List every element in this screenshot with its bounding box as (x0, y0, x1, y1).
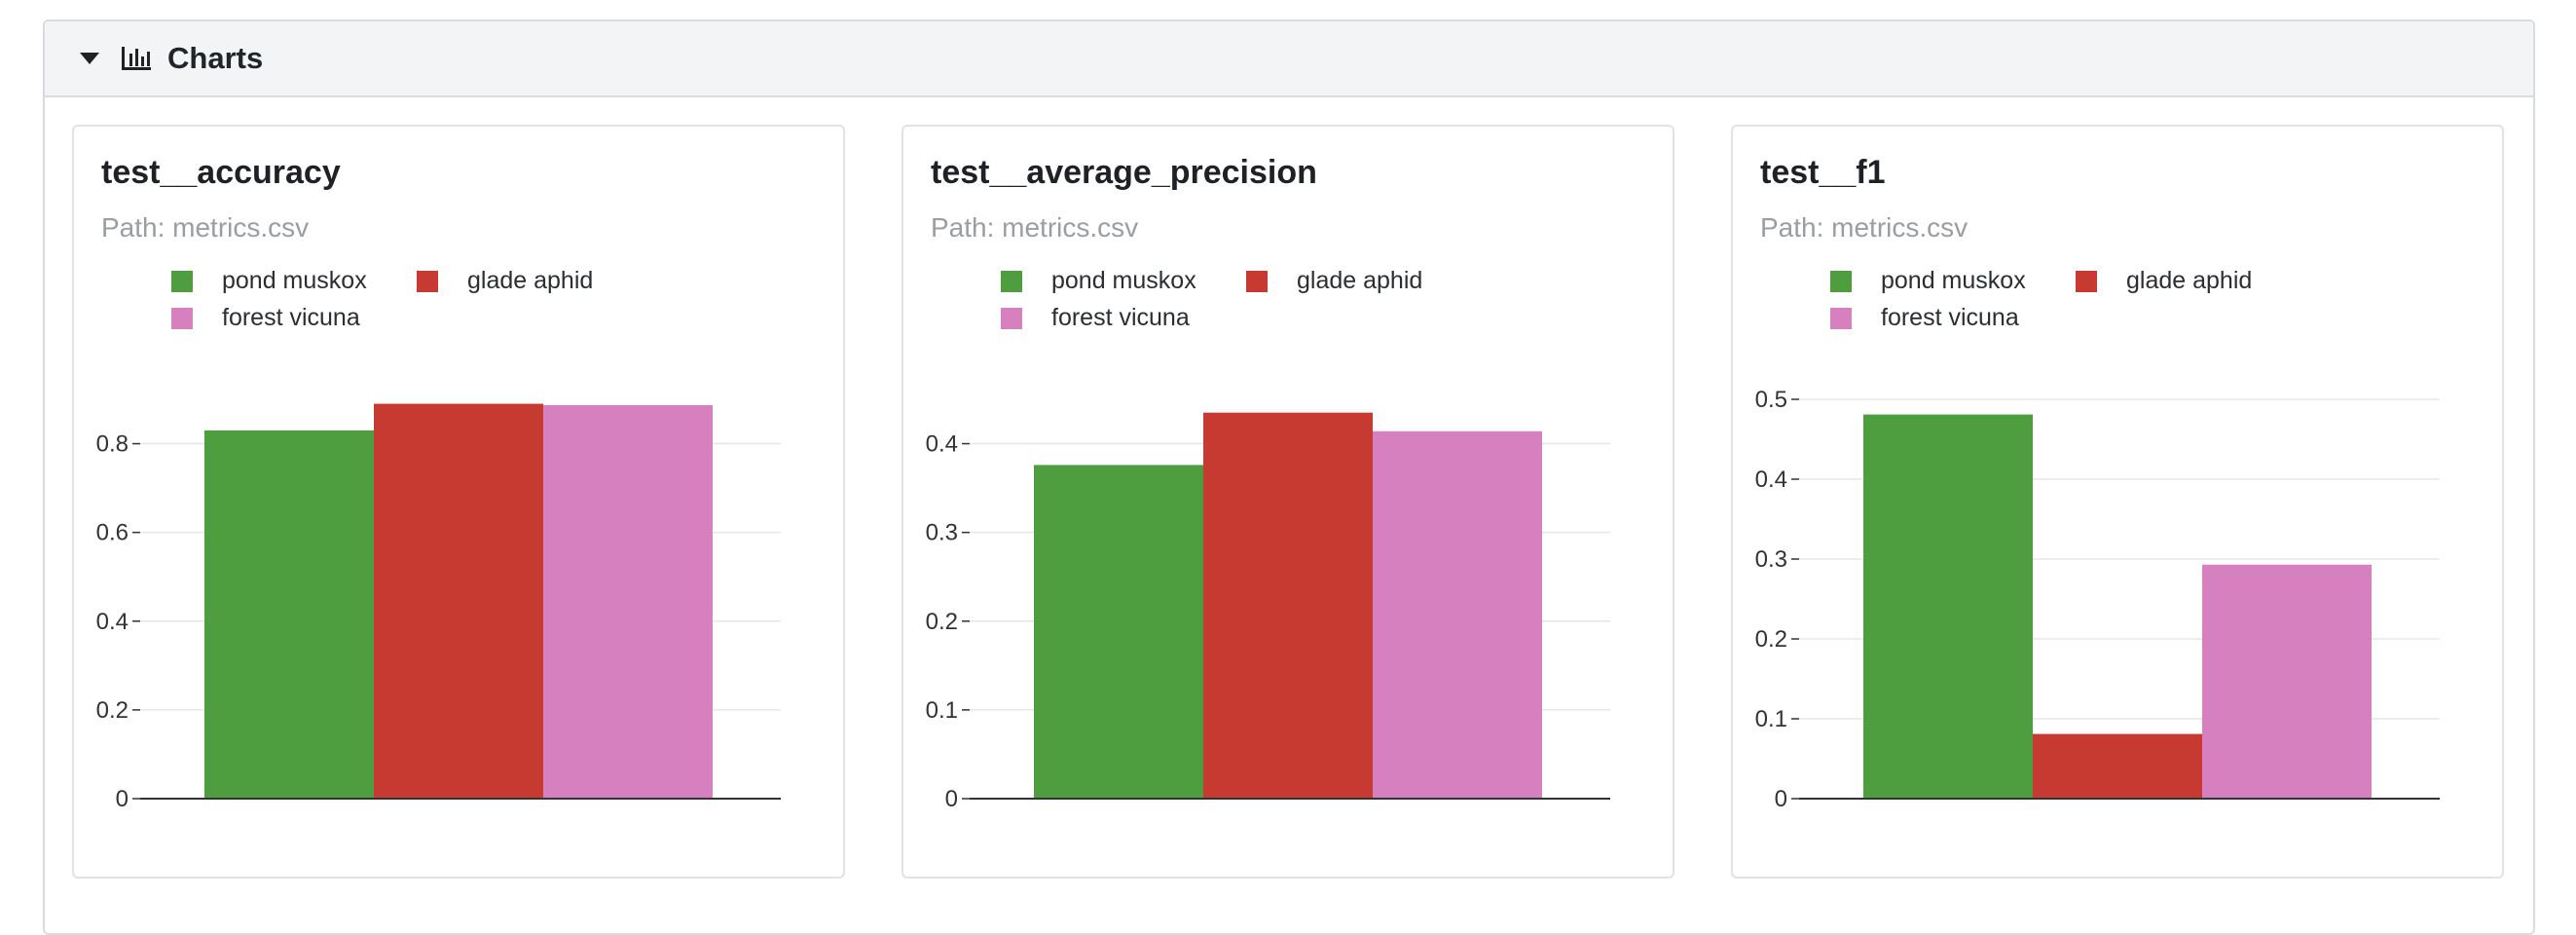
y-tick-label: 0 (945, 786, 958, 812)
legend-swatch (171, 307, 193, 329)
y-tick-label: 0.5 (1755, 387, 1787, 413)
bar-forest-vicuna[interactable] (543, 404, 713, 799)
chart-card-test-f1: test__f1 Path: metrics.csv pond muskox g… (1731, 125, 2504, 879)
legend-item-forest-vicuna[interactable]: forest vicuna (1830, 304, 2019, 332)
y-tick-label: 0 (116, 786, 129, 812)
legend-label: pond muskox (1881, 267, 2026, 294)
legend-label: glade aphid (467, 267, 594, 294)
bar-chart-plot: 0 0.2 0.4 0.6 0.8 (96, 403, 781, 812)
y-tick-label: 0.4 (926, 431, 958, 458)
legend-swatch (1830, 307, 1852, 329)
y-tick-label: 0.2 (1755, 626, 1787, 653)
legend-label: glade aphid (1297, 267, 1423, 294)
y-tick-label: 0.8 (96, 431, 129, 458)
legend-label: pond muskox (1051, 267, 1196, 294)
legend-label: glade aphid (2126, 267, 2253, 294)
y-tick-label: 0.4 (1755, 467, 1787, 493)
y-tick-label: 0 (1775, 786, 1787, 812)
y-tick-label: 0.1 (1755, 706, 1787, 732)
legend-swatch (1246, 270, 1268, 292)
y-tick-label: 0.1 (926, 697, 958, 724)
y-tick-label: 0.6 (96, 520, 129, 546)
bar-chart-plot: 0 0.1 0.2 0.3 0.4 0.5 (1755, 387, 2440, 812)
chart-title: test__accuracy (101, 154, 341, 191)
legend-label: forest vicuna (1881, 304, 2019, 331)
y-tick-label: 0.3 (926, 520, 958, 546)
bar-glade-aphid[interactable] (2033, 733, 2202, 799)
y-tick-label: 0.2 (96, 697, 129, 724)
legend-swatch (417, 270, 438, 292)
legend-item-pond-muskox[interactable]: pond muskox (1001, 267, 1196, 295)
bar-pond-muskox[interactable] (1034, 465, 1203, 799)
chart-card-test-average-precision: test__average_precision Path: metrics.cs… (902, 125, 1674, 879)
legend-swatch (1001, 307, 1022, 329)
bar-pond-muskox[interactable] (204, 430, 374, 799)
legend-swatch (2076, 270, 2097, 292)
legend-swatch (171, 270, 193, 292)
chart-title: test__average_precision (931, 154, 1317, 191)
legend-item-forest-vicuna[interactable]: forest vicuna (1001, 304, 1190, 332)
legend-label: forest vicuna (222, 304, 360, 331)
legend-swatch (1830, 270, 1852, 292)
charts-panel-header[interactable]: Charts (45, 21, 2533, 97)
bar-forest-vicuna[interactable] (1373, 430, 1542, 799)
bar-glade-aphid[interactable] (1203, 412, 1373, 799)
chart-title: test__f1 (1760, 154, 1886, 191)
legend-item-pond-muskox[interactable]: pond muskox (171, 267, 367, 295)
bar-forest-vicuna[interactable] (2202, 564, 2372, 799)
legend-label: forest vicuna (1051, 304, 1190, 331)
chart-path: Path: metrics.csv (931, 212, 1139, 243)
bar-chart-plot: 0 0.1 0.2 0.3 0.4 (926, 412, 1610, 812)
y-tick-label: 0.3 (1755, 546, 1787, 573)
bar-chart-icon (122, 47, 151, 70)
legend-item-forest-vicuna[interactable]: forest vicuna (171, 304, 360, 332)
legend-item-glade-aphid[interactable]: glade aphid (2076, 267, 2252, 295)
chart-path: Path: metrics.csv (101, 212, 310, 243)
bar-pond-muskox[interactable] (1863, 414, 2033, 799)
legend-item-glade-aphid[interactable]: glade aphid (1246, 267, 1422, 295)
chart-card-test-accuracy: test__accuracy Path: metrics.csv pond mu… (72, 125, 845, 879)
chart-path: Path: metrics.csv (1760, 212, 1969, 243)
legend-item-glade-aphid[interactable]: glade aphid (417, 267, 593, 295)
caret-down-icon[interactable] (80, 53, 99, 64)
bar-glade-aphid[interactable] (374, 403, 543, 799)
legend-label: pond muskox (222, 267, 367, 294)
legend-swatch (1001, 270, 1022, 292)
legend-item-pond-muskox[interactable]: pond muskox (1830, 267, 2026, 295)
y-tick-label: 0.2 (926, 609, 958, 635)
panel-title: Charts (167, 41, 264, 75)
y-tick-label: 0.4 (96, 609, 129, 635)
